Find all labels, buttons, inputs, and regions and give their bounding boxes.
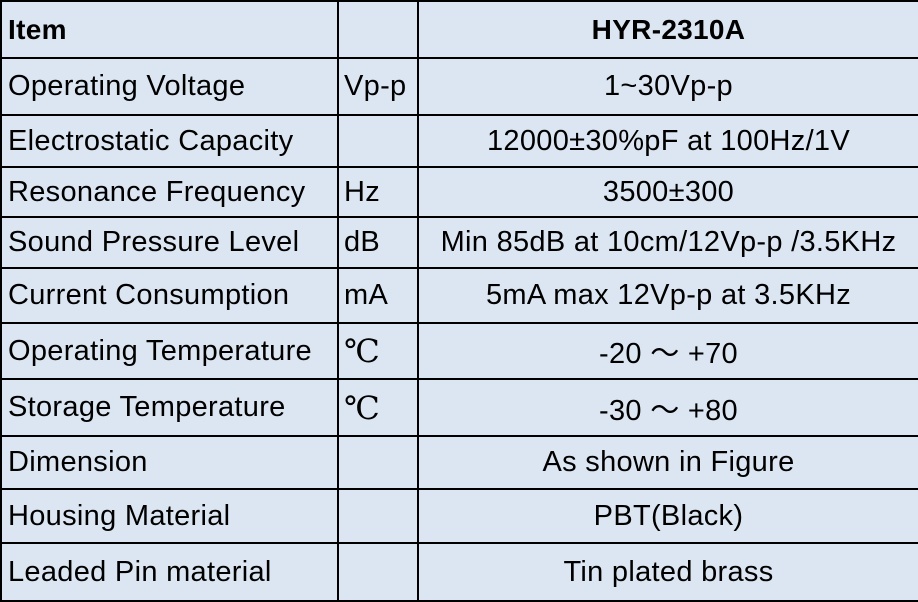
table-row: Dimension As shown in Figure — [0, 435, 918, 490]
table-header-row: Item HYR-2310A — [0, 0, 918, 59]
value-cell: Tin plated brass — [417, 542, 918, 602]
item-cell: Storage Temperature — [0, 378, 339, 437]
unit-cell — [337, 542, 419, 602]
unit-cell: ℃ — [337, 378, 419, 437]
unit-cell: Vp-p — [337, 57, 419, 116]
table-row: Leaded Pin material Tin plated brass — [0, 542, 918, 602]
table-row: Storage Temperature ℃ -30 ～ +80 — [0, 378, 918, 437]
value-cell: -30 ～ +80 — [417, 378, 918, 437]
table-row: Electrostatic Capacity 12000±30%pF at 10… — [0, 114, 918, 168]
item-cell: Housing Material — [0, 488, 339, 544]
item-cell: Current Consumption — [0, 267, 339, 324]
celsius-unit: ℃ — [344, 332, 381, 370]
table-row: Current Consumption mA 5mA max 12Vp-p at… — [0, 267, 918, 324]
unit-cell: mA — [337, 267, 419, 324]
unit-cell — [337, 488, 419, 544]
item-cell: Sound Pressure Level — [0, 216, 339, 269]
table-row: Operating Voltage Vp-p 1~30Vp-p — [0, 57, 918, 116]
header-model-cell: HYR-2310A — [417, 0, 918, 59]
value-cell: 12000±30%pF at 100Hz/1V — [417, 114, 918, 168]
value-cell: -20 ～ +70 — [417, 322, 918, 380]
unit-cell — [337, 114, 419, 168]
item-cell: Dimension — [0, 435, 339, 490]
item-cell: Electrostatic Capacity — [0, 114, 339, 168]
unit-cell: Hz — [337, 166, 419, 218]
value-cell: Min 85dB at 10cm/12Vp-p /3.5KHz — [417, 216, 918, 269]
table-row: Housing Material PBT(Black) — [0, 488, 918, 544]
value-cell: 3500±300 — [417, 166, 918, 218]
header-unit-cell — [337, 0, 419, 59]
table-row: Operating Temperature ℃ -20 ～ +70 — [0, 322, 918, 380]
unit-cell: dB — [337, 216, 419, 269]
item-cell: Resonance Frequency — [0, 166, 339, 218]
unit-cell — [337, 435, 419, 490]
table-row: Sound Pressure Level dB Min 85dB at 10cm… — [0, 216, 918, 269]
celsius-unit: ℃ — [344, 388, 381, 427]
item-cell: Operating Voltage — [0, 57, 339, 116]
unit-cell: ℃ — [337, 322, 419, 380]
value-cell: As shown in Figure — [417, 435, 918, 490]
header-item-cell: Item — [0, 0, 339, 59]
item-cell: Leaded Pin material — [0, 542, 339, 602]
value-cell: PBT(Black) — [417, 488, 918, 544]
value-cell: 5mA max 12Vp-p at 3.5KHz — [417, 267, 918, 324]
item-cell: Operating Temperature — [0, 322, 339, 380]
table-row: Resonance Frequency Hz 3500±300 — [0, 166, 918, 218]
value-cell: 1~30Vp-p — [417, 57, 918, 116]
